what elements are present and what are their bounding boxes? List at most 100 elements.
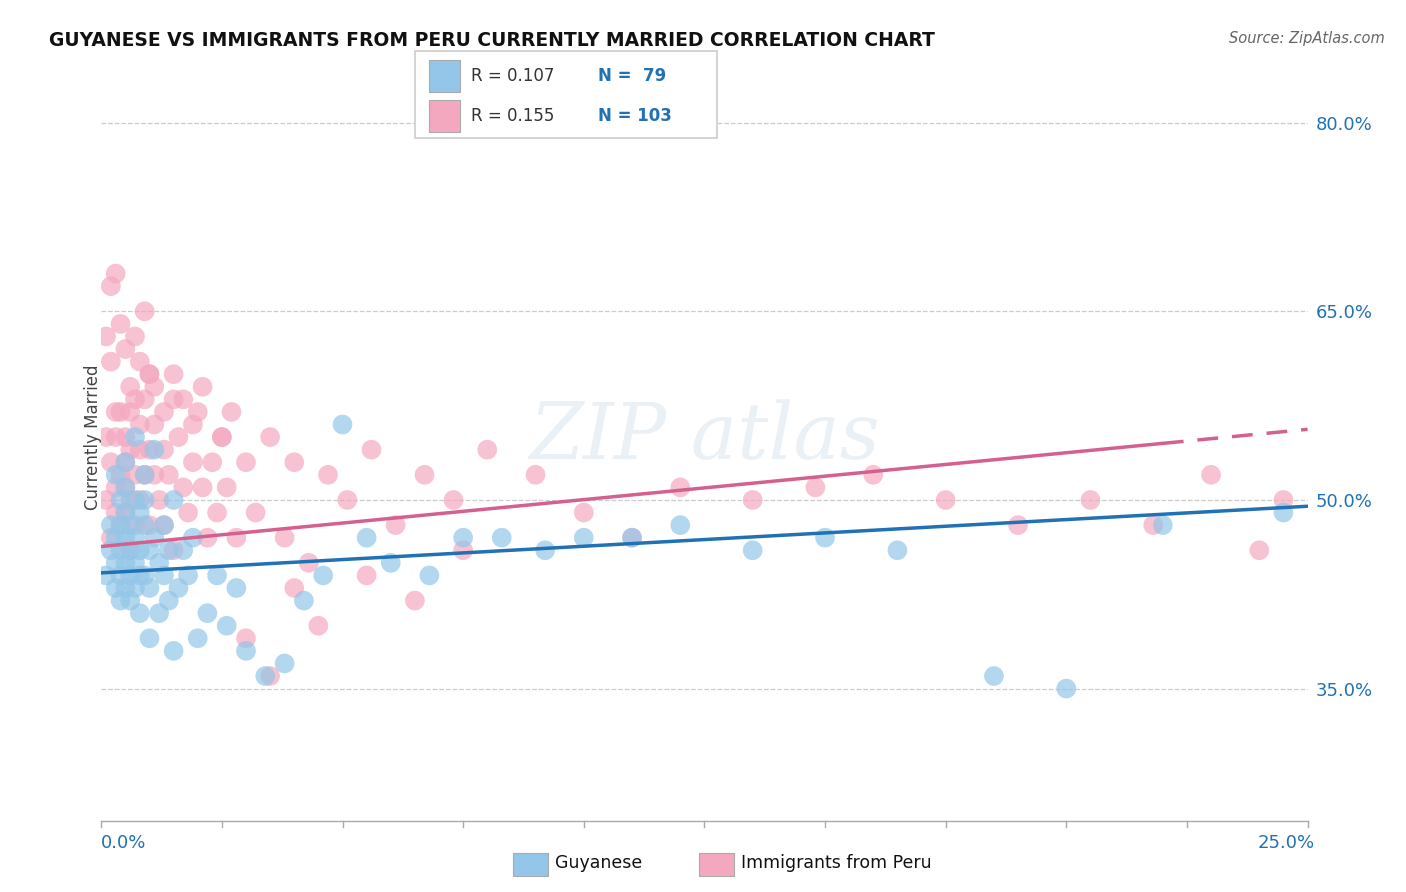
Point	[380, 556, 402, 570]
Point	[167, 581, 190, 595]
Point	[114, 455, 136, 469]
Point	[120, 380, 142, 394]
Point	[162, 543, 184, 558]
Point	[148, 556, 170, 570]
Point	[143, 442, 166, 457]
Point	[153, 568, 176, 582]
Point	[114, 506, 136, 520]
Point	[114, 480, 136, 494]
Point	[356, 568, 378, 582]
Point	[418, 568, 440, 582]
Point	[104, 467, 127, 482]
Point	[259, 669, 281, 683]
Point	[235, 455, 257, 469]
Point	[100, 279, 122, 293]
Point	[120, 568, 142, 582]
Point	[181, 455, 204, 469]
Point	[124, 556, 146, 570]
Point	[138, 518, 160, 533]
Point	[148, 492, 170, 507]
Point	[114, 480, 136, 494]
Point	[332, 417, 354, 432]
Point	[187, 632, 209, 646]
Text: Source: ZipAtlas.com: Source: ZipAtlas.com	[1229, 31, 1385, 46]
Point	[143, 467, 166, 482]
Point	[451, 543, 474, 558]
Point	[134, 304, 156, 318]
Point	[114, 556, 136, 570]
Point	[120, 405, 142, 419]
Point	[100, 543, 122, 558]
Point	[177, 568, 200, 582]
Point	[259, 430, 281, 444]
Point	[134, 467, 156, 482]
Point	[128, 506, 150, 520]
Point	[191, 480, 214, 494]
Point	[205, 568, 228, 582]
Point	[114, 531, 136, 545]
Text: N =  79: N = 79	[598, 67, 666, 85]
Point	[225, 581, 247, 595]
Point	[669, 480, 692, 494]
Point	[1080, 492, 1102, 507]
Point	[134, 392, 156, 407]
Point	[153, 442, 176, 457]
Point	[138, 543, 160, 558]
Point	[162, 392, 184, 407]
Point	[225, 531, 247, 545]
Point	[124, 467, 146, 482]
Point	[124, 430, 146, 444]
Point	[886, 543, 908, 558]
Point	[534, 543, 557, 558]
Point	[138, 368, 160, 382]
Point	[451, 531, 474, 545]
Point	[167, 430, 190, 444]
Point	[814, 531, 837, 545]
Point	[128, 543, 150, 558]
Point	[197, 531, 219, 545]
Point	[1272, 506, 1295, 520]
Point	[120, 593, 142, 607]
Point	[935, 492, 957, 507]
Point	[572, 531, 595, 545]
Point	[162, 368, 184, 382]
Point	[124, 531, 146, 545]
Point	[1054, 681, 1077, 696]
Point	[110, 593, 132, 607]
Point	[273, 657, 295, 671]
Point	[110, 492, 132, 507]
Text: 25.0%: 25.0%	[1257, 834, 1315, 852]
Point	[124, 492, 146, 507]
Point	[215, 618, 238, 632]
Point	[143, 380, 166, 394]
Point	[138, 581, 160, 595]
Point	[138, 442, 160, 457]
Point	[134, 492, 156, 507]
Point	[94, 329, 117, 343]
Point	[114, 430, 136, 444]
Y-axis label: Currently Married: Currently Married	[84, 364, 101, 510]
Point	[104, 480, 127, 494]
Point	[114, 506, 136, 520]
Point	[621, 531, 644, 545]
Point	[1152, 518, 1174, 533]
Point	[741, 492, 763, 507]
Point	[191, 380, 214, 394]
Point	[104, 267, 127, 281]
Point	[143, 417, 166, 432]
Point	[110, 467, 132, 482]
Point	[404, 593, 426, 607]
Point	[162, 644, 184, 658]
Point	[316, 467, 339, 482]
Point	[235, 644, 257, 658]
Point	[120, 492, 142, 507]
Point	[491, 531, 513, 545]
Point	[110, 568, 132, 582]
Point	[138, 632, 160, 646]
Point	[273, 531, 295, 545]
Point	[235, 632, 257, 646]
Text: ZIP atlas: ZIP atlas	[529, 399, 880, 475]
Point	[157, 543, 180, 558]
Point	[138, 368, 160, 382]
Text: R = 0.107: R = 0.107	[471, 67, 554, 85]
